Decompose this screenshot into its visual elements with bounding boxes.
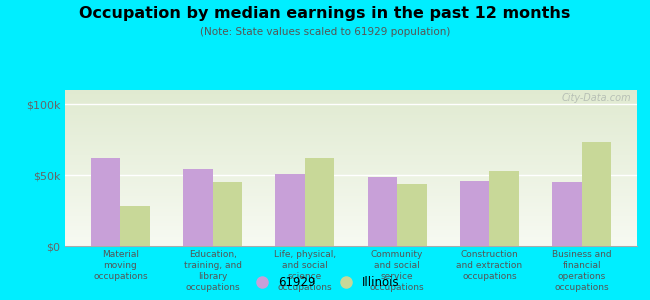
Bar xyxy=(276,174,305,246)
Legend: 61929, Illinois: 61929, Illinois xyxy=(246,272,404,294)
Bar xyxy=(582,142,611,246)
Bar xyxy=(368,176,397,246)
Bar xyxy=(91,158,120,246)
Bar xyxy=(397,184,426,246)
Bar xyxy=(305,158,334,246)
Bar xyxy=(460,181,489,246)
Bar xyxy=(552,182,582,246)
Text: (Note: State values scaled to 61929 population): (Note: State values scaled to 61929 popu… xyxy=(200,27,450,37)
Bar xyxy=(489,171,519,246)
Bar xyxy=(183,169,213,246)
Bar xyxy=(213,182,242,246)
Text: Occupation by median earnings in the past 12 months: Occupation by median earnings in the pas… xyxy=(79,6,571,21)
Bar xyxy=(120,206,150,246)
Text: City-Data.com: City-Data.com xyxy=(562,93,631,103)
